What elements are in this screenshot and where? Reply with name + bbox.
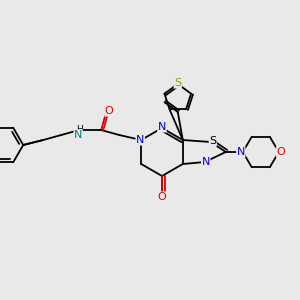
Text: O: O <box>105 106 114 116</box>
Text: H: H <box>76 124 83 134</box>
Text: N: N <box>136 135 144 145</box>
Text: S: S <box>209 136 216 146</box>
Text: N: N <box>237 147 245 157</box>
Text: O: O <box>276 147 285 157</box>
Text: N: N <box>74 130 82 140</box>
Text: N: N <box>202 157 210 167</box>
Text: N: N <box>158 122 166 132</box>
Text: S: S <box>174 78 181 88</box>
Text: O: O <box>158 192 166 202</box>
